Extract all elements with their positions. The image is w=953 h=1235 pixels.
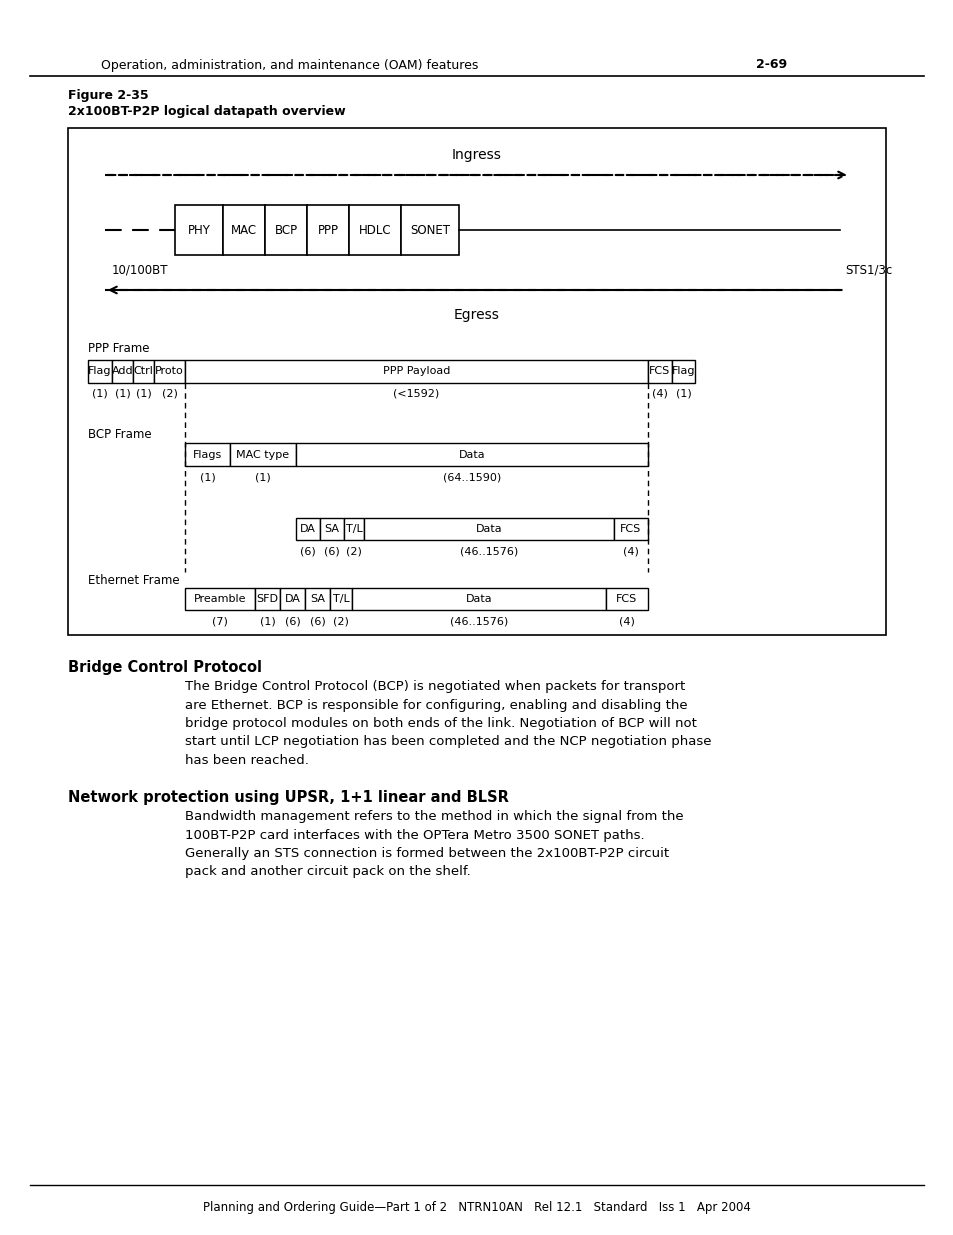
Bar <box>295 517 319 540</box>
Text: STS1/3c: STS1/3c <box>844 263 891 277</box>
Text: MAC: MAC <box>231 224 256 236</box>
Text: Data: Data <box>458 450 485 459</box>
Bar <box>185 359 647 383</box>
Text: (46..1576): (46..1576) <box>459 547 517 557</box>
Bar <box>185 588 254 610</box>
Text: (4): (4) <box>622 547 639 557</box>
Text: Proto: Proto <box>155 367 184 377</box>
Bar <box>319 517 344 540</box>
Text: (1): (1) <box>135 389 152 399</box>
Text: (1): (1) <box>675 389 691 399</box>
Bar <box>280 588 305 610</box>
Text: Data: Data <box>465 594 492 604</box>
Bar <box>349 205 400 254</box>
Text: (1): (1) <box>92 389 108 399</box>
Text: PPP Frame: PPP Frame <box>88 342 150 354</box>
Text: BCP Frame: BCP Frame <box>88 429 152 441</box>
Text: Flag: Flag <box>89 367 112 377</box>
Bar <box>305 588 330 610</box>
Text: (6): (6) <box>324 547 339 557</box>
Text: (1): (1) <box>254 473 271 483</box>
Bar <box>352 588 605 610</box>
Text: (1): (1) <box>259 618 275 627</box>
Bar <box>112 359 132 383</box>
Text: (2): (2) <box>333 618 349 627</box>
Bar <box>344 517 364 540</box>
Text: FCS: FCS <box>616 594 637 604</box>
Text: DA: DA <box>284 594 300 604</box>
Text: SA: SA <box>324 524 339 534</box>
Text: Network protection using UPSR, 1+1 linear and BLSR: Network protection using UPSR, 1+1 linea… <box>68 790 508 805</box>
Bar <box>265 205 307 254</box>
Bar <box>295 443 647 466</box>
Text: The Bridge Control Protocol (BCP) is negotiated when packets for transport
are E: The Bridge Control Protocol (BCP) is neg… <box>185 680 711 767</box>
Text: (6): (6) <box>310 618 325 627</box>
Text: Bandwidth management refers to the method in which the signal from the
100BT-P2P: Bandwidth management refers to the metho… <box>185 810 683 878</box>
Text: Data: Data <box>476 524 502 534</box>
Text: Planning and Ordering Guide—Part 1 of 2   NTRN10AN   Rel 12.1   Standard   Iss 1: Planning and Ordering Guide—Part 1 of 2 … <box>203 1202 750 1214</box>
Bar <box>647 359 671 383</box>
Bar <box>364 517 614 540</box>
Text: (2): (2) <box>346 547 361 557</box>
Bar <box>174 205 223 254</box>
Text: (1): (1) <box>199 473 215 483</box>
Text: T/L: T/L <box>345 524 362 534</box>
Text: Flags: Flags <box>193 450 222 459</box>
Text: 10/100BT: 10/100BT <box>112 263 168 277</box>
Text: FCS: FCS <box>619 524 641 534</box>
Bar <box>230 443 295 466</box>
Bar <box>330 588 352 610</box>
Text: (6): (6) <box>284 618 300 627</box>
Text: 2x100BT-P2P logical datapath overview: 2x100BT-P2P logical datapath overview <box>68 105 345 119</box>
Text: PHY: PHY <box>188 224 211 236</box>
Text: FCS: FCS <box>649 367 670 377</box>
Text: PPP: PPP <box>317 224 338 236</box>
Text: BCP: BCP <box>274 224 297 236</box>
Bar <box>400 205 458 254</box>
Text: SONET: SONET <box>410 224 450 236</box>
Text: Operation, administration, and maintenance (OAM) features: Operation, administration, and maintenan… <box>100 58 490 72</box>
Text: (64..1590): (64..1590) <box>442 473 500 483</box>
Text: Bridge Control Protocol: Bridge Control Protocol <box>68 659 262 676</box>
Text: Ctrl: Ctrl <box>133 367 153 377</box>
Bar <box>153 359 185 383</box>
Bar <box>185 443 230 466</box>
Text: Ingress: Ingress <box>452 148 501 162</box>
Bar <box>68 128 885 635</box>
Text: MAC type: MAC type <box>236 450 290 459</box>
Bar <box>605 588 647 610</box>
Text: Flag: Flag <box>671 367 695 377</box>
Text: SA: SA <box>310 594 325 604</box>
Bar <box>223 205 265 254</box>
Text: DA: DA <box>300 524 315 534</box>
Bar <box>254 588 280 610</box>
Text: HDLC: HDLC <box>358 224 391 236</box>
Text: (<1592): (<1592) <box>393 389 439 399</box>
Text: (46..1576): (46..1576) <box>450 618 508 627</box>
Text: PPP Payload: PPP Payload <box>382 367 450 377</box>
Text: (6): (6) <box>300 547 315 557</box>
Text: Ethernet Frame: Ethernet Frame <box>88 573 179 587</box>
Bar <box>88 359 112 383</box>
Bar <box>307 205 349 254</box>
Bar <box>614 517 647 540</box>
Text: Preamble: Preamble <box>193 594 246 604</box>
Bar <box>132 359 153 383</box>
Text: (4): (4) <box>618 618 635 627</box>
Text: Egress: Egress <box>454 308 499 322</box>
Text: 2-69: 2-69 <box>755 58 786 72</box>
Text: (7): (7) <box>212 618 228 627</box>
Text: (4): (4) <box>652 389 667 399</box>
Text: SFD: SFD <box>256 594 278 604</box>
Text: Add: Add <box>112 367 133 377</box>
Text: (2): (2) <box>161 389 177 399</box>
Bar <box>671 359 695 383</box>
Text: Figure 2-35: Figure 2-35 <box>68 89 149 101</box>
Text: (1): (1) <box>114 389 131 399</box>
Text: T/L: T/L <box>333 594 349 604</box>
